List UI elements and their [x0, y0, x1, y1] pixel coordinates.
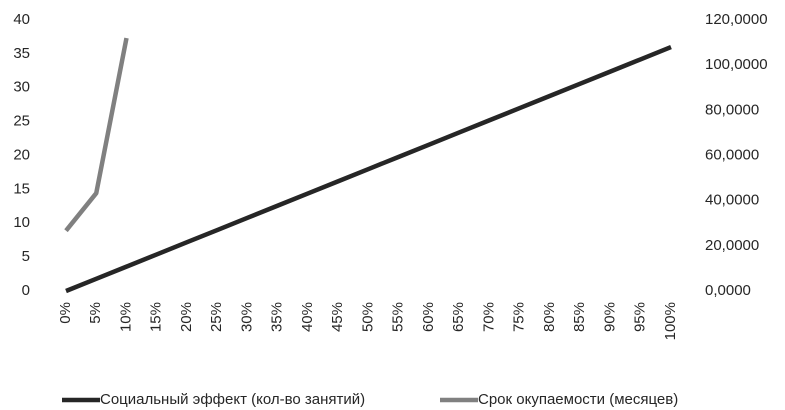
- y-tick-label: 25: [13, 113, 30, 130]
- x-tick-label: 80%: [541, 302, 558, 332]
- y2-tick-label: 100,0000: [705, 56, 768, 73]
- y2-tick-label: 60,0000: [705, 146, 759, 163]
- x-tick-label: 70%: [480, 302, 497, 332]
- x-tick-label: 30%: [238, 302, 255, 332]
- y2-tick-label: 20,0000: [705, 237, 759, 254]
- x-tick-label: 45%: [329, 302, 346, 332]
- y2-tick-label: 40,0000: [705, 192, 759, 209]
- x-tick-label: 65%: [450, 302, 467, 332]
- x-tick-label: 75%: [511, 302, 528, 332]
- x-tick-label: 90%: [601, 302, 618, 332]
- x-tick-label: 50%: [359, 302, 376, 332]
- x-tick-label: 0%: [57, 302, 74, 324]
- x-tick-label: 95%: [632, 302, 649, 332]
- series-line: [64, 37, 129, 233]
- y2-tick-label: 80,0000: [705, 101, 759, 118]
- legend-label: Срок окупаемости (месяцев): [478, 391, 678, 408]
- x-tick-label: 55%: [390, 302, 407, 332]
- x-tick-label: 35%: [269, 302, 286, 332]
- y-tick-label: 40: [13, 11, 30, 28]
- legend-label: Социальный эффект (кол-во занятий): [100, 391, 365, 408]
- y-tick-label: 35: [13, 45, 30, 62]
- x-tick-label: 40%: [299, 302, 316, 332]
- y-tick-label: 0: [22, 282, 30, 299]
- x-tick-label: 5%: [87, 302, 104, 324]
- x-tick-label: 20%: [178, 302, 195, 332]
- y-tick-label: 20: [13, 146, 30, 163]
- x-tick-label: 60%: [420, 302, 437, 332]
- x-tick-label: 25%: [208, 302, 225, 332]
- x-tick-label: 100%: [662, 302, 679, 340]
- y-tick-label: 5: [22, 248, 30, 265]
- x-tick-label: 10%: [117, 302, 134, 332]
- y2-tick-label: 0,0000: [705, 282, 751, 299]
- y-tick-label: 10: [13, 214, 30, 231]
- x-tick-label: 85%: [571, 302, 588, 332]
- y-tick-label: 30: [13, 79, 30, 96]
- x-tick-label: 15%: [148, 302, 165, 332]
- y-tick-label: 15: [13, 180, 30, 197]
- y2-tick-label: 120,0000: [705, 11, 768, 28]
- series-line: [65, 45, 672, 294]
